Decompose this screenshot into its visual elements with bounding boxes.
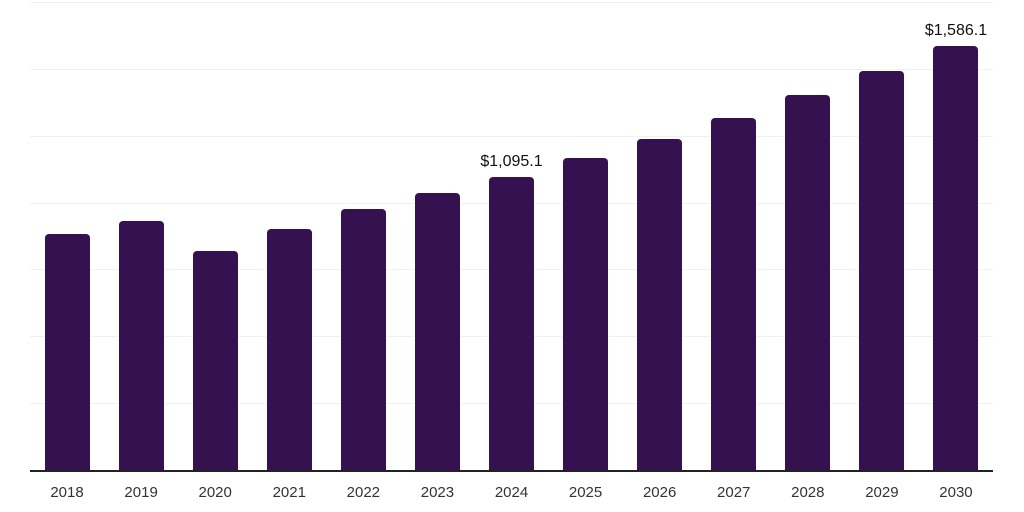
x-tick-2021: 2021: [272, 484, 306, 501]
bar-2019: [118, 220, 164, 470]
bar-2026: [637, 138, 683, 470]
bar-2018: [44, 233, 90, 470]
x-tick-2020: 2020: [198, 484, 232, 501]
data-label-2030: $1,586.1: [924, 21, 988, 39]
x-tick-2027: 2027: [717, 484, 751, 501]
bar-2020: [192, 250, 238, 470]
gridline: [30, 68, 993, 70]
x-tick-2018: 2018: [50, 484, 84, 501]
x-tick-2026: 2026: [642, 484, 677, 501]
bar-2024: [489, 177, 534, 470]
bar-2025: [563, 158, 609, 470]
data-label-2024: $1,095.1: [480, 153, 543, 171]
bar-2022: [340, 208, 386, 470]
x-tick-2029: 2029: [865, 484, 899, 501]
bar-2030: [933, 45, 979, 470]
bar-2023: [414, 193, 460, 470]
x-tick-2025: 2025: [568, 484, 603, 501]
x-tick-2024: 2024: [494, 484, 529, 501]
x-tick-2023: 2023: [420, 484, 455, 501]
bar-2027: [711, 117, 757, 470]
x-tick-2022: 2022: [346, 484, 381, 501]
bar-2021: [266, 228, 312, 470]
bar-2028: [785, 95, 831, 470]
x-tick-2030: 2030: [939, 484, 973, 501]
bar-2029: [859, 71, 905, 470]
x-axis-line: [30, 470, 993, 472]
x-tick-2028: 2028: [791, 484, 825, 501]
gridline: [30, 2, 993, 3]
gridline: [30, 135, 993, 137]
plot-area: 2018 2019 2020 2021 2022 2023 $1,095.1 2024 2025…: [30, 0, 993, 512]
x-tick-2019: 2019: [124, 484, 158, 501]
